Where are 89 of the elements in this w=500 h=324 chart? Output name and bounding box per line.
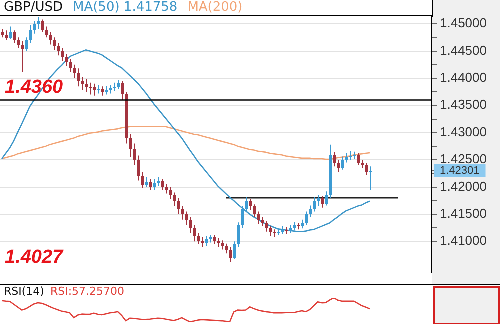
candlestick — [101, 86, 104, 96]
candlestick — [221, 240, 224, 250]
candlestick — [225, 243, 228, 254]
candlestick — [185, 211, 188, 226]
candlestick — [137, 155, 140, 182]
candlestick — [85, 79, 88, 93]
candlestick — [53, 37, 56, 51]
y-tick-label: 1.41500 — [440, 206, 487, 222]
candlestick — [213, 234, 216, 245]
y-tick-label: 1.44000 — [440, 70, 487, 86]
y-tick-label: 1.41000 — [440, 233, 487, 248]
candlestick — [173, 192, 176, 207]
candlestick — [93, 83, 96, 96]
candlestick — [189, 216, 192, 234]
candlestick — [121, 80, 124, 101]
candlestick — [325, 191, 328, 206]
candlestick — [321, 195, 324, 208]
candlestick — [201, 236, 204, 248]
candlestick — [261, 216, 264, 227]
candlestick — [337, 160, 340, 173]
candlestick — [317, 194, 320, 207]
candlestick — [17, 37, 20, 50]
y-tick-label: 1.45000 — [440, 16, 487, 31]
candlestick — [169, 186, 172, 200]
candlestick — [21, 40, 24, 72]
candlestick — [257, 211, 260, 225]
candlestick — [77, 68, 80, 88]
candlestick — [45, 26, 48, 38]
y-tick-label: 1.42500 — [440, 152, 487, 167]
candlestick — [149, 178, 152, 190]
candlestick — [241, 206, 244, 229]
candlestick — [205, 236, 208, 247]
candlestick — [129, 133, 132, 158]
candlestick — [313, 196, 316, 212]
candlestick — [65, 53, 68, 67]
candlestick — [69, 58, 72, 72]
annotation: 1.4027 — [5, 247, 65, 268]
candlestick — [49, 32, 52, 46]
candlestick — [133, 143, 136, 166]
text: MA(200) — [188, 0, 243, 15]
candlestick — [153, 178, 156, 190]
candlestick — [81, 76, 84, 91]
candlestick — [141, 172, 144, 189]
y-tick-label: 1.43000 — [440, 124, 487, 140]
candlestick — [165, 184, 168, 194]
candlestick — [57, 42, 60, 56]
chart-title: RSI(14) — [4, 285, 44, 298]
candlestick — [5, 30, 8, 41]
candlestick — [117, 80, 120, 90]
candlestick — [61, 48, 64, 62]
candlestick — [333, 152, 336, 168]
candlestick — [345, 153, 348, 164]
y-tick-label: 1.42000 — [440, 178, 487, 194]
y-tick-label: 1.42301 — [440, 164, 480, 177]
candlestick — [161, 178, 164, 192]
candlestick — [357, 153, 360, 166]
chart-title: GBP/USD — [4, 0, 63, 15]
candlestick — [273, 229, 276, 238]
candlestick — [41, 19, 44, 33]
candlestick — [29, 24, 32, 44]
candlestick — [309, 205, 312, 218]
candlestick — [253, 204, 256, 218]
series-label: RSI:57.25700 — [50, 285, 125, 298]
candlestick — [197, 232, 200, 245]
candlestick — [265, 220, 268, 232]
candlestick — [365, 162, 368, 176]
candlestick — [369, 166, 372, 190]
candlestick — [341, 156, 344, 170]
candlestick — [25, 37, 28, 52]
text: MA(50) 1.41758 — [73, 0, 178, 15]
y-tick-label: 1.43500 — [440, 97, 487, 112]
y-tick-label: 1.44500 — [440, 42, 487, 58]
candlestick — [305, 211, 308, 226]
candlestick — [177, 198, 180, 215]
candlestick — [181, 206, 184, 220]
candlestick — [37, 17, 40, 30]
candlestick — [33, 20, 36, 34]
candlestick — [193, 224, 196, 242]
candlestick — [73, 64, 76, 79]
candlestick — [233, 241, 236, 260]
candlestick — [9, 26, 12, 40]
candlestick — [229, 246, 232, 263]
candlestick — [237, 222, 240, 248]
candlestick — [245, 196, 248, 212]
candlestick — [269, 226, 272, 237]
candlestick — [89, 82, 92, 96]
candlestick — [145, 176, 148, 188]
candlestick — [249, 198, 252, 211]
candlestick — [13, 30, 16, 44]
